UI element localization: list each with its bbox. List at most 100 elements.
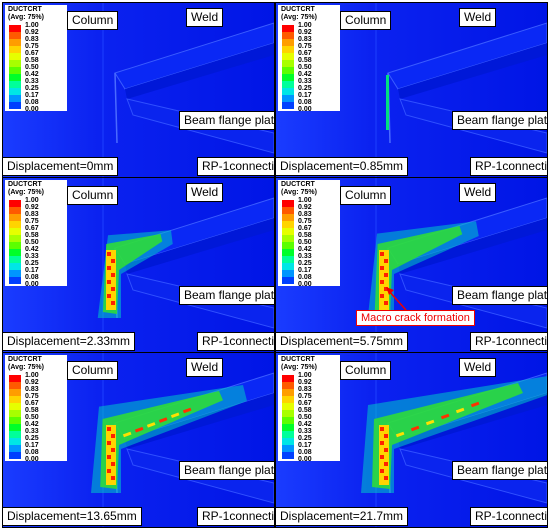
legend-value: 0.17 bbox=[25, 442, 39, 449]
weld-strip bbox=[386, 75, 389, 130]
weld-label: Weld bbox=[459, 8, 497, 27]
legend-value: 0.33 bbox=[25, 253, 39, 260]
legend-swatch bbox=[9, 32, 21, 39]
legend-swatch bbox=[282, 74, 294, 81]
legend-swatch bbox=[282, 410, 294, 417]
legend-value: 0.00 bbox=[298, 456, 312, 463]
legend-value: 0.83 bbox=[298, 36, 312, 43]
legend-swatch bbox=[282, 263, 294, 270]
legend-swatch bbox=[9, 25, 21, 32]
legend-swatch bbox=[9, 60, 21, 67]
legend-value: 0.58 bbox=[298, 232, 312, 239]
legend-value: 0.50 bbox=[25, 239, 39, 246]
weld-label: Weld bbox=[459, 183, 497, 202]
legend-value: 0.58 bbox=[25, 57, 39, 64]
legend-value: 0.67 bbox=[25, 50, 39, 57]
damage-hot bbox=[384, 287, 388, 291]
legend-swatch bbox=[282, 424, 294, 431]
legend-value: 0.25 bbox=[298, 260, 312, 267]
legend-value: 0.17 bbox=[25, 92, 39, 99]
legend-value: 0.67 bbox=[25, 225, 39, 232]
damage-streak bbox=[122, 431, 132, 438]
damage-hot bbox=[111, 476, 115, 480]
panel: DUCTCRT (Avg: 75%) 1.00 0.92 0.83 0.75 0.67 0.5… bbox=[2, 352, 275, 528]
legend-swatch bbox=[9, 424, 21, 431]
legend-swatch bbox=[9, 221, 21, 228]
damage-hot bbox=[380, 252, 384, 256]
legend: DUCTCRT (Avg: 75%) 1.00 0.92 0.83 0.75 0.67 0.5… bbox=[5, 355, 67, 463]
legend-value: 0.75 bbox=[298, 218, 312, 225]
damage-streak bbox=[158, 417, 168, 423]
legend-value: 0.25 bbox=[25, 435, 39, 442]
damage-hot bbox=[107, 427, 111, 431]
beam-label: Beam flange plate bbox=[179, 286, 274, 305]
legend-value: 1.00 bbox=[25, 372, 39, 379]
legend-value: 0.33 bbox=[298, 78, 312, 85]
beam-label: Beam flange plate bbox=[179, 461, 274, 480]
displacement-label: Displacement=13.65mm bbox=[3, 507, 142, 526]
legend-swatch bbox=[9, 403, 21, 410]
legend-value: 0.67 bbox=[25, 400, 39, 407]
legend-swatch bbox=[282, 88, 294, 95]
legend-swatch bbox=[9, 95, 21, 102]
damage-hot bbox=[384, 448, 388, 452]
legend-swatch bbox=[9, 74, 21, 81]
damage-hot bbox=[384, 476, 388, 480]
legend-value: 0.08 bbox=[25, 99, 39, 106]
damage-hot bbox=[384, 462, 388, 466]
legend-value: 0.92 bbox=[25, 204, 39, 211]
column-label: Column bbox=[67, 11, 119, 30]
legend-swatch bbox=[9, 263, 21, 270]
legend-value: 1.00 bbox=[25, 22, 39, 29]
legend-value: 0.92 bbox=[25, 29, 39, 36]
legend-value: 0.58 bbox=[25, 407, 39, 414]
damage-streak bbox=[134, 426, 144, 433]
beam-label: Beam flange plate bbox=[452, 286, 547, 305]
connection-label: RP-1connection bbox=[470, 332, 547, 351]
legend-value: 0.25 bbox=[298, 85, 312, 92]
legend-value: 0.83 bbox=[298, 211, 312, 218]
legend-value: 0.67 bbox=[298, 400, 312, 407]
legend-swatch bbox=[282, 270, 294, 277]
legend-value: 0.92 bbox=[25, 379, 39, 386]
legend-value: 0.17 bbox=[25, 267, 39, 274]
damage-hot bbox=[380, 266, 384, 270]
damage-hot bbox=[111, 259, 115, 263]
legend-value: 0.58 bbox=[298, 407, 312, 414]
legend-swatch bbox=[282, 228, 294, 235]
legend-swatch bbox=[9, 445, 21, 452]
legend-value: 0.75 bbox=[298, 43, 312, 50]
legend-value: 0.08 bbox=[298, 274, 312, 281]
legend-swatch bbox=[9, 46, 21, 53]
damage-hot bbox=[111, 273, 115, 277]
panel: DUCTCRT (Avg: 75%) 1.00 0.92 0.83 0.75 0.67 0.5… bbox=[2, 2, 275, 178]
legend-swatch bbox=[282, 389, 294, 396]
legend-value: 0.25 bbox=[25, 85, 39, 92]
flange-underside bbox=[398, 43, 547, 99]
legend-value: 1.00 bbox=[298, 22, 312, 29]
legend-swatch bbox=[9, 39, 21, 46]
connection-label: RP-1connection bbox=[470, 157, 547, 176]
damage-hot bbox=[384, 434, 388, 438]
damage-hot bbox=[111, 287, 115, 291]
legend-swatch bbox=[282, 249, 294, 256]
legend-value: 0.67 bbox=[298, 225, 312, 232]
legend-swatch bbox=[9, 53, 21, 60]
legend-swatch bbox=[9, 200, 21, 207]
legend-value: 0.17 bbox=[298, 267, 312, 274]
legend-value: 0.00 bbox=[25, 456, 39, 463]
annotation: Macro crack formation bbox=[356, 310, 475, 326]
legend-swatch bbox=[9, 207, 21, 214]
legend-value: 0.42 bbox=[25, 421, 39, 428]
legend-value: 0.33 bbox=[25, 78, 39, 85]
legend-value: 0.00 bbox=[25, 106, 39, 113]
flange-underside bbox=[125, 218, 274, 274]
legend-swatch bbox=[282, 102, 294, 109]
displacement-label: Displacement=21.7mm bbox=[276, 507, 409, 526]
legend-swatch bbox=[9, 410, 21, 417]
damage-streak bbox=[425, 419, 435, 426]
connection-label: RP-1connection bbox=[197, 332, 274, 351]
legend-value: 0.08 bbox=[25, 274, 39, 281]
legend-value: 0.08 bbox=[25, 449, 39, 456]
legend-value: 0.83 bbox=[25, 386, 39, 393]
